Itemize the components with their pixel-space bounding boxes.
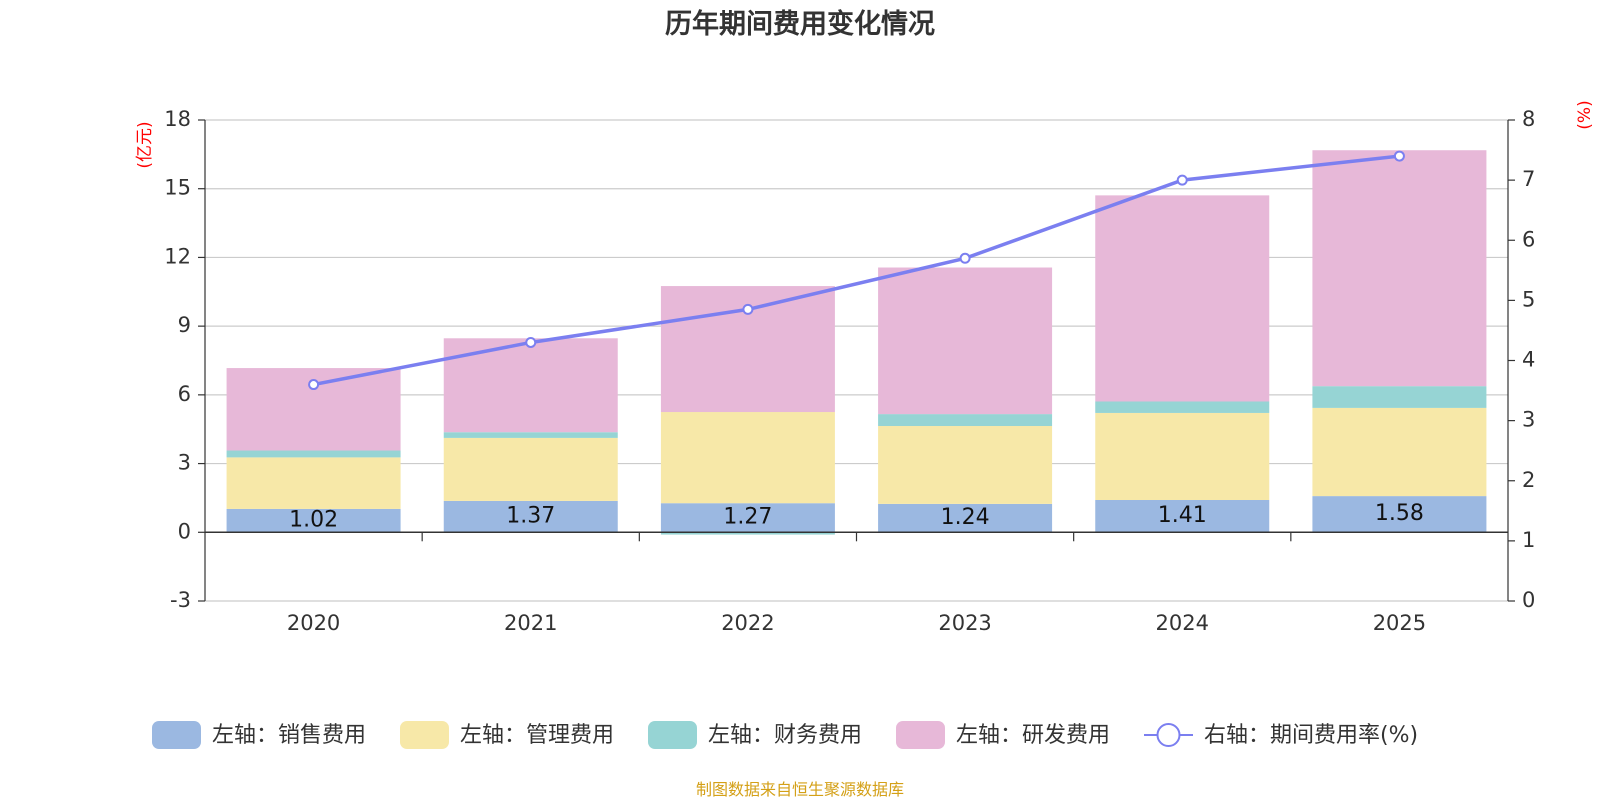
legend: 左轴：销售费用 左轴：管理费用 左轴：财务费用 左轴：研发费用 右轴：期间费用率(%)	[152, 721, 1418, 749]
right-axis-tick-label: 3	[1522, 408, 1535, 432]
rate-line-series	[308, 150, 1405, 391]
rate-point	[308, 379, 320, 391]
left-axis-unit: (亿元)	[135, 121, 155, 168]
legend-label: 左轴：管理费用	[460, 723, 614, 748]
left-axis-tick-label: -3	[170, 588, 191, 612]
bar-segment	[1095, 401, 1270, 413]
bar-segment	[226, 457, 401, 509]
left-axis-tick-label: 9	[178, 313, 191, 337]
right-axis-tick-label: 2	[1522, 468, 1535, 492]
bar-segment	[443, 437, 618, 501]
data-labels: 1.02 1.37 1.27 1.24 1.41 1.58	[289, 501, 1424, 532]
bar-segment	[660, 532, 835, 535]
bar-segment	[226, 508, 401, 533]
left-axis-tick-label: 3	[178, 451, 191, 475]
bar-segment	[878, 503, 1053, 533]
right-axis-tick-label: 6	[1522, 227, 1535, 251]
legend-label: 左轴：财务费用	[708, 723, 862, 748]
legend-line-marker	[1156, 723, 1181, 747]
left-axis-tick-label: 15	[164, 176, 191, 200]
legend-swatch	[400, 721, 449, 749]
sales-value-label: 1.02	[289, 508, 338, 533]
right-axis-tick-label: 0	[1522, 588, 1535, 612]
grid-lines	[205, 119, 1508, 602]
bar-segment	[1312, 150, 1487, 387]
rate-line	[313, 154, 1400, 387]
right-axis-tick-label: 8	[1522, 107, 1535, 131]
bar-segment	[1095, 499, 1270, 533]
bar-segment	[226, 450, 401, 458]
legend-swatch	[648, 721, 697, 749]
right-axis-tick-label: 1	[1522, 528, 1535, 552]
right-axis-tick-label: 4	[1522, 348, 1535, 372]
left-axis-tick-label: 6	[178, 382, 191, 406]
sales-value-label: 1.24	[941, 505, 990, 530]
bar-segment	[660, 412, 835, 504]
bar-segment	[1095, 195, 1270, 402]
x-axis-tick-label: 2022	[721, 611, 774, 635]
right-axis-unit: (%)	[1575, 100, 1595, 129]
bar-segment	[1312, 496, 1487, 533]
bar-segment	[443, 338, 618, 433]
sales-value-label: 1.37	[506, 504, 555, 529]
legend-swatch	[152, 721, 201, 749]
legend-label: 右轴：期间费用率(%)	[1204, 723, 1418, 748]
bar-series	[226, 150, 1487, 535]
left-axis-tick-label: 12	[164, 244, 191, 268]
rate-point	[1176, 174, 1188, 186]
rate-point	[1393, 150, 1405, 162]
rate-point	[959, 252, 971, 264]
bar-segment	[443, 500, 618, 533]
x-axis-tick-label: 2025	[1373, 611, 1426, 635]
legend-label: 左轴：销售费用	[212, 723, 366, 748]
rate-point	[742, 303, 754, 315]
left-axis-tick-label: 18	[164, 107, 191, 131]
rate-point	[525, 336, 537, 348]
left-axis-tick-label: 0	[178, 519, 191, 543]
sales-value-label: 1.58	[1375, 501, 1424, 526]
bar-segment	[1312, 386, 1487, 408]
right-axis-tick-label: 5	[1522, 287, 1535, 311]
source-note: 制图数据来自恒生聚源数据库	[696, 780, 904, 799]
sales-value-label: 1.41	[1158, 503, 1207, 528]
bar-segment	[878, 267, 1053, 415]
x-axis-tick-label: 2020	[287, 611, 340, 635]
x-axis-tick-label: 2023	[938, 611, 991, 635]
bar-segment	[878, 426, 1053, 504]
chart-title: 历年期间费用变化情况	[665, 8, 935, 40]
legend-label: 左轴：研发费用	[956, 723, 1110, 748]
x-axis-tick-label: 2021	[504, 611, 557, 635]
legend-swatch	[896, 721, 945, 749]
bar-segment	[1312, 407, 1487, 497]
bar-segment	[878, 414, 1053, 427]
bar-segment	[1095, 412, 1270, 500]
sales-value-label: 1.27	[723, 505, 772, 530]
x-axis-tick-label: 2024	[1156, 611, 1209, 635]
right-axis-tick-label: 7	[1522, 167, 1535, 191]
bar-segment	[660, 503, 835, 533]
bar-segment	[443, 432, 618, 438]
